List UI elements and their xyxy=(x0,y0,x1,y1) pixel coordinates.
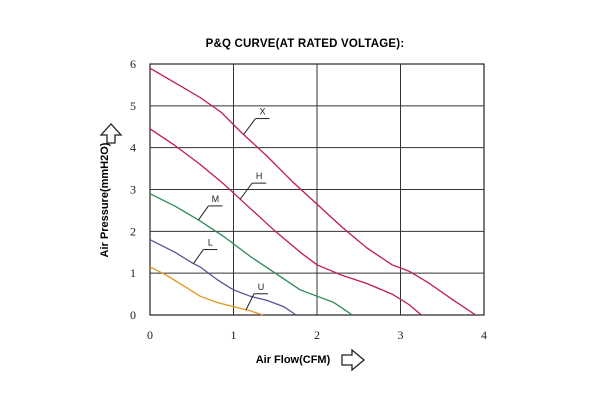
curve-x xyxy=(149,67,476,316)
curve-label-m: M xyxy=(212,194,220,204)
curves xyxy=(149,67,476,316)
chart-title: P&Q CURVE(AT RATED VOLTAGE): xyxy=(206,38,405,50)
curve-m xyxy=(149,193,353,316)
curve-label-l: L xyxy=(208,238,213,248)
curve-label-h: H xyxy=(256,171,263,181)
up-arrow-icon xyxy=(99,123,123,144)
grid-lines xyxy=(150,64,484,315)
y-tick-label: 1 xyxy=(130,266,136,280)
tick-labels: 0 1 2 3 4 0 1 2 3 4 5 6 xyxy=(130,57,487,342)
leader-line-h xyxy=(239,182,253,200)
y-tick-label: 6 xyxy=(130,57,136,71)
x-tick-label: 4 xyxy=(481,328,487,342)
x-axis-label: Air Flow(CFM) xyxy=(256,354,331,366)
y-tick-label: 5 xyxy=(130,99,136,113)
y-tick-label: 0 xyxy=(130,308,136,322)
y-tick-label: 3 xyxy=(130,183,136,197)
y-tick-label: 2 xyxy=(130,224,136,238)
curve-labels: X H M L U xyxy=(193,107,270,310)
curve-label-u: U xyxy=(258,282,265,292)
x-tick-label: 3 xyxy=(398,328,404,342)
curve-h xyxy=(149,128,422,316)
y-axis-label: Air Pressure(mmH2O) xyxy=(99,142,111,257)
curve-label-x: X xyxy=(260,107,266,117)
x-tick-label: 0 xyxy=(147,328,153,342)
leader-line-l xyxy=(193,249,204,264)
leader-line-u xyxy=(245,293,255,310)
x-tick-label: 2 xyxy=(314,328,320,342)
leader-line-m xyxy=(198,205,209,221)
y-tick-label: 4 xyxy=(130,141,136,155)
right-arrow-icon xyxy=(341,348,366,372)
x-tick-label: 1 xyxy=(231,328,237,342)
curve-l xyxy=(149,239,297,316)
leader-line-x xyxy=(243,118,256,135)
curve-u xyxy=(149,266,263,316)
